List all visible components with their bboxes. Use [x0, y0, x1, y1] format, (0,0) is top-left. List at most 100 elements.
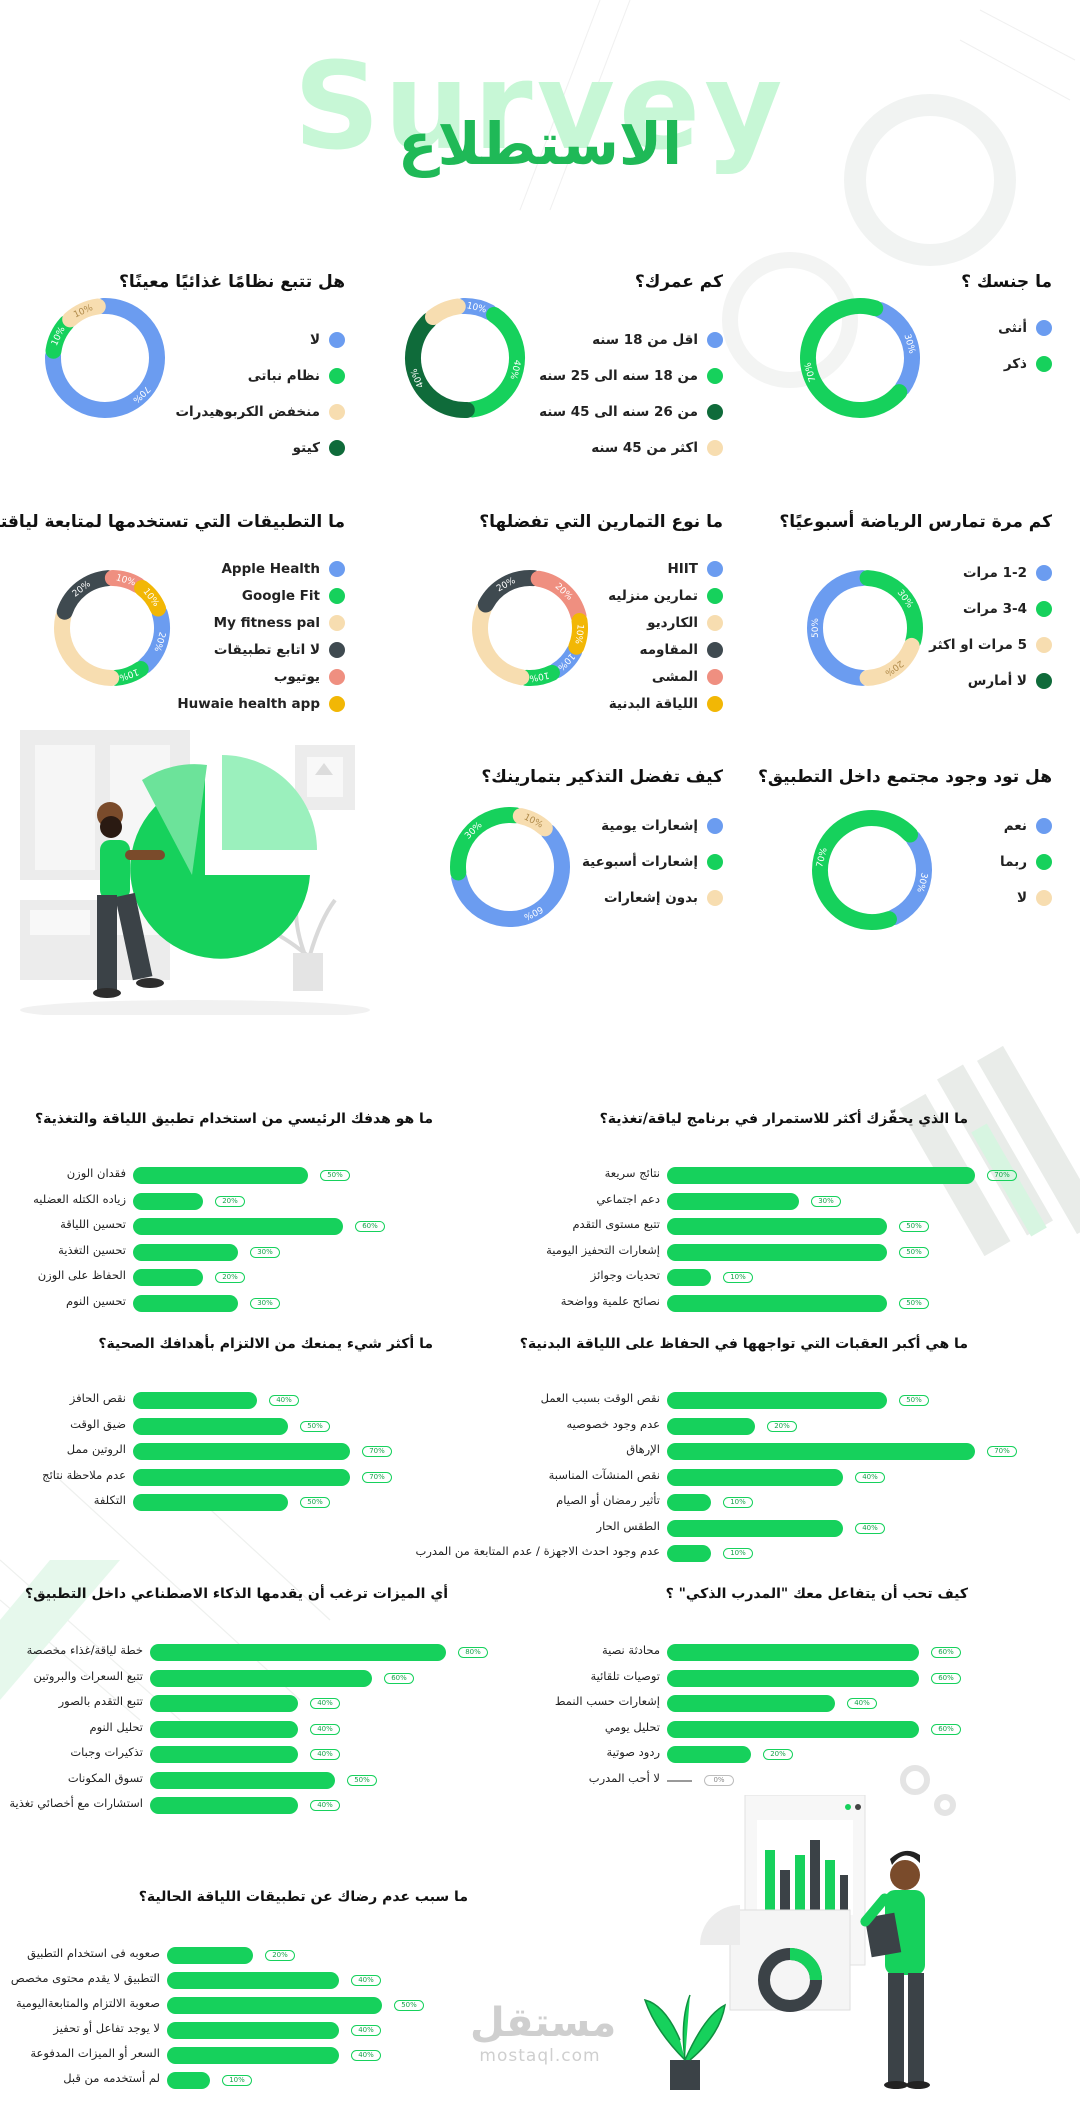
- bar-value-label: 40%: [855, 1522, 885, 1534]
- bar-value-label: 50%: [300, 1497, 330, 1508]
- legend-swatch: [329, 332, 345, 348]
- bar-value-label: 50%: [899, 1297, 929, 1309]
- legend-item: اللياقة البدنية: [608, 690, 723, 717]
- bar-category-label: نقص الوقت بسبب العمل: [540, 1391, 660, 1405]
- bar: [133, 1192, 203, 1210]
- bar-value-label: 70%: [987, 1446, 1017, 1457]
- question-diet: هل تتبع نظامًا غذائيًا معينًا؟: [119, 272, 345, 292]
- survey-title-en: Survey: [293, 38, 787, 177]
- legend-item: لا أمارس: [929, 663, 1052, 699]
- legend-label: المقاومه: [639, 641, 698, 658]
- bar-category-label: عدم ملاحظة نتائج: [42, 1467, 126, 1482]
- bar-category-label: تسوق المكونات: [67, 1770, 143, 1785]
- legend-item: لا: [175, 322, 345, 358]
- question-community: هل تود وجود مجتمع داخل التطبيق؟: [758, 767, 1052, 787]
- bar-category-label: نتائج سريعة: [604, 1166, 660, 1180]
- legend-swatch: [707, 368, 723, 384]
- bar: [667, 1392, 887, 1409]
- bar: [133, 1243, 238, 1261]
- bar-value-label: 40%: [351, 2025, 381, 2036]
- legend-item: منخفض الكربوهيدرات: [175, 394, 345, 430]
- legend-swatch: [329, 560, 345, 577]
- legend-swatch: [707, 587, 723, 604]
- bar-category-label: تأثير رمضان أو الصيام: [556, 1493, 660, 1507]
- legend-swatch: [1036, 637, 1052, 653]
- question-exercise_freq: كم مرة تمارس الرياضة أسبوعيًا؟: [779, 512, 1052, 532]
- watermark-url: mostaql.com: [479, 2046, 601, 2066]
- bar-value-label: 80%: [458, 1647, 488, 1658]
- slice-label: 10%: [466, 301, 488, 315]
- legend-swatch: [329, 587, 345, 604]
- legend-swatch: [707, 818, 723, 834]
- legend-item: لا: [1000, 880, 1052, 916]
- bar: [167, 2047, 339, 2064]
- legend-swatch: [329, 614, 345, 631]
- bar: [167, 1972, 339, 1989]
- legend-label: اللياقة البدنية: [608, 695, 698, 712]
- legend-community: نعم ربما لا: [1000, 808, 1052, 916]
- bar-value-label: 20%: [215, 1195, 245, 1207]
- donut-slice: [464, 306, 525, 418]
- donut-chart-community: 30% 70%: [812, 810, 932, 930]
- bar-value-label: 40%: [351, 1975, 381, 1986]
- bar: [150, 1746, 298, 1763]
- slice-label: 40%: [507, 359, 521, 381]
- legend-label: بدون إشعارات: [603, 890, 698, 906]
- bar: [667, 1243, 887, 1261]
- legend-label: HIIT: [667, 560, 698, 577]
- bar-category-label: تتبع السعرات والبروتين: [33, 1668, 144, 1683]
- bar-category-label: الحفاظ على الوزن: [37, 1268, 126, 1282]
- question-reminders: كيف تفضل التذكير بتمارينك؟: [481, 767, 723, 787]
- bar-category-label: تتبع مستوى التقدم: [572, 1217, 660, 1231]
- legend-label: لا: [1016, 890, 1027, 906]
- legend-swatch: [707, 890, 723, 906]
- bar-value-label: 50%: [899, 1395, 929, 1406]
- bar-category-label: نقص المنشآت المناسبة: [548, 1467, 660, 1482]
- question-motivation: ما الذي يحفّزك أكثر للاستمرار في برنامج …: [599, 1111, 968, 1127]
- legend-label: من 18 سنه الى 25 سنه: [539, 368, 698, 384]
- bar-category-label: صعوبة الالتزام والمتابعةاليومية: [15, 1996, 160, 2010]
- bar-value-label: 0%: [704, 1774, 734, 1786]
- bar-value-label: 50%: [899, 1221, 929, 1232]
- bar-value-label: 50%: [300, 1420, 330, 1432]
- bar-value-label: 70%: [362, 1446, 392, 1457]
- donut-slice: [859, 570, 923, 649]
- watermark-arabic: مستقل: [470, 2000, 617, 2046]
- bar: [667, 1192, 799, 1210]
- bar-value-label: 20%: [767, 1420, 797, 1432]
- bar-category-label: نقص الحافز: [69, 1391, 126, 1405]
- question-ai_features: أي الميزات ترغب أن يقدمها الذكاء الاصطنا…: [25, 1586, 448, 1602]
- bar: [667, 1746, 751, 1763]
- legend-label: يوتيوب: [273, 668, 320, 685]
- bar-category-label: استشارات مع أخصائي تغذية: [9, 1796, 143, 1810]
- donut-slice: [812, 810, 919, 930]
- bar: [667, 1269, 711, 1286]
- donut-chart-workout_type: 10%10%20% 20%10%: [472, 570, 588, 686]
- donut-slice: [450, 807, 524, 881]
- legend-item: 1-2 مرات: [929, 555, 1052, 591]
- legend-item: ذكر: [998, 346, 1052, 382]
- legend-label: 5 مرات او اكثر: [929, 637, 1027, 653]
- legend-item: HIIT: [608, 555, 723, 582]
- legend-label: نعم: [1003, 818, 1027, 834]
- legend-item: 3-4 مرات: [929, 591, 1052, 627]
- bar-value-label: 60%: [931, 1672, 961, 1684]
- donut-slice: [568, 613, 588, 655]
- legend-label: لا اتابع تطبيقات: [213, 641, 320, 658]
- bar-category-label: ردود صوتية: [606, 1745, 660, 1759]
- bar-category-label: الطقس الحار: [596, 1518, 660, 1533]
- legend-label: ربما: [1000, 854, 1027, 870]
- legend-item: الكارديو: [608, 609, 723, 636]
- bar: [667, 1545, 711, 1562]
- legend-label: إشعارات يومية: [601, 818, 698, 834]
- legend-swatch: [1036, 854, 1052, 870]
- bar-value-label: 10%: [723, 1548, 753, 1559]
- bar-category-label: زياده الكتله العضليه: [33, 1191, 126, 1206]
- bar: [150, 1695, 298, 1712]
- bar-value-label: 50%: [320, 1170, 350, 1181]
- question-dissatisfaction: ما سبب عدم رضاك عن تطبيقات اللياقة الحال…: [138, 1889, 468, 1905]
- question-age: كم عمرك؟: [634, 272, 723, 292]
- bar: [133, 1167, 308, 1184]
- bar: [133, 1218, 343, 1235]
- legend-label: كيتو: [292, 440, 320, 456]
